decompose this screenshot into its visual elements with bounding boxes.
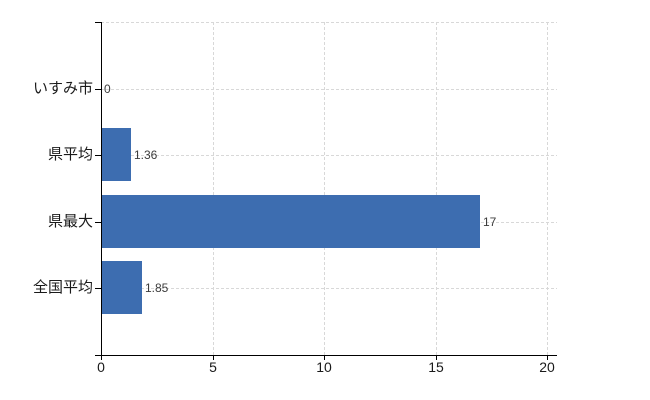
y-tick-mark bbox=[95, 89, 101, 90]
category-label: 県平均 bbox=[47, 146, 93, 163]
x-tick-label: 20 bbox=[539, 359, 555, 375]
x-tick-mark bbox=[547, 355, 548, 360]
x-tick-mark bbox=[213, 355, 214, 360]
x-tick-label: 15 bbox=[428, 359, 444, 375]
bar bbox=[101, 195, 480, 248]
bar-value-label: 1.36 bbox=[134, 148, 158, 162]
y-tick-mark bbox=[95, 155, 101, 156]
y-axis-top-tick bbox=[95, 22, 101, 23]
category-label: 県最大 bbox=[47, 213, 93, 230]
category-label: 全国平均 bbox=[32, 279, 93, 296]
gridline-h bbox=[101, 155, 557, 156]
y-axis-line bbox=[101, 22, 102, 356]
x-tick-label: 0 bbox=[97, 359, 105, 375]
gridline-v bbox=[213, 22, 214, 355]
category-label: いすみ市 bbox=[32, 80, 93, 97]
x-tick-mark bbox=[324, 355, 325, 360]
y-tick-mark bbox=[95, 222, 101, 223]
gridline-v bbox=[547, 22, 548, 355]
gridline-h bbox=[101, 288, 557, 289]
bar-value-label: 17 bbox=[483, 215, 497, 229]
bar-value-label: 1.85 bbox=[145, 281, 169, 295]
bar-value-label: 0 bbox=[104, 82, 111, 96]
bar bbox=[101, 128, 131, 181]
plot-top-border bbox=[101, 22, 557, 23]
bar bbox=[101, 261, 142, 314]
x-tick-mark bbox=[436, 355, 437, 360]
y-tick-mark bbox=[95, 288, 101, 289]
gridline-v bbox=[324, 22, 325, 355]
x-tick-label: 10 bbox=[316, 359, 332, 375]
x-axis-line bbox=[95, 355, 557, 356]
gridline-v bbox=[436, 22, 437, 355]
gridline-h bbox=[101, 89, 557, 90]
x-tick-mark bbox=[101, 355, 102, 360]
x-tick-label: 5 bbox=[209, 359, 217, 375]
